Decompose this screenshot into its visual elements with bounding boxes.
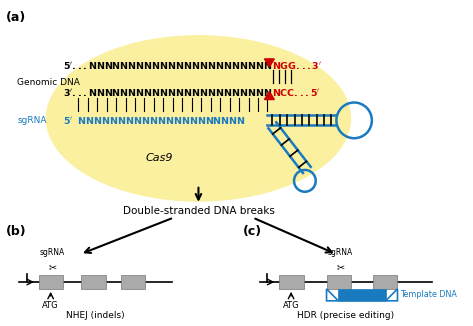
FancyBboxPatch shape: [326, 275, 351, 289]
FancyBboxPatch shape: [373, 275, 397, 289]
Text: Cas9: Cas9: [145, 153, 173, 163]
Text: Template DNA: Template DNA: [401, 290, 457, 299]
Text: (c): (c): [243, 226, 262, 238]
Text: $\bf{5'}$$\bf{...NNNNNNNNNNNNNNNNNNNNNNN}$: $\bf{5'}$$\bf{...NNNNNNNNNNNNNNNNNNNNNNN…: [63, 60, 272, 71]
FancyBboxPatch shape: [121, 275, 145, 289]
Text: $\bf{NGG...3'}$: $\bf{NGG...3'}$: [272, 60, 323, 71]
Text: $\bf{NCC...5'}$: $\bf{NCC...5'}$: [272, 87, 321, 98]
Polygon shape: [264, 92, 274, 99]
Text: ✂: ✂: [336, 262, 344, 272]
Text: (b): (b): [6, 226, 27, 238]
FancyBboxPatch shape: [279, 275, 304, 289]
Text: NHEJ (indels): NHEJ (indels): [66, 311, 125, 320]
Text: ATG: ATG: [283, 301, 299, 310]
Text: sgRNA: sgRNA: [328, 248, 353, 257]
Text: $\bf{5'}$  $\bf{NNNNNNNNNNNNNNNNNNNNN}$: $\bf{5'}$ $\bf{NNNNNNNNNNNNNNNNNNNNN}$: [63, 115, 246, 126]
Text: ATG: ATG: [43, 301, 59, 310]
FancyBboxPatch shape: [81, 275, 106, 289]
FancyBboxPatch shape: [39, 275, 63, 289]
Text: sgRNA: sgRNA: [40, 248, 65, 257]
Polygon shape: [264, 59, 274, 67]
Text: $\bf{3'}$$\bf{...NNNNNNNNNNNNNNNNNNNNNNN}$: $\bf{3'}$$\bf{...NNNNNNNNNNNNNNNNNNNNNNN…: [63, 87, 272, 98]
Text: ✂: ✂: [49, 262, 57, 272]
Text: (a): (a): [6, 11, 26, 24]
Ellipse shape: [46, 35, 351, 202]
FancyBboxPatch shape: [338, 289, 385, 301]
Text: sgRNA: sgRNA: [17, 116, 47, 125]
Text: Genomic DNA: Genomic DNA: [17, 78, 80, 87]
Text: Double-stranded DNA breaks: Double-stranded DNA breaks: [123, 206, 274, 215]
Text: HDR (precise editing): HDR (precise editing): [297, 311, 394, 320]
